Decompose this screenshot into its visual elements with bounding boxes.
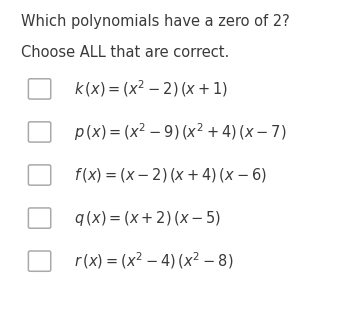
Text: $p\,(x) = (x^2 - 9)\,(x^2 + 4)\,(x - 7)$: $p\,(x) = (x^2 - 9)\,(x^2 + 4)\,(x - 7)$ — [74, 121, 287, 143]
Text: Which polynomials have a zero of 2?: Which polynomials have a zero of 2? — [21, 14, 289, 29]
FancyBboxPatch shape — [28, 122, 51, 142]
FancyBboxPatch shape — [28, 79, 51, 99]
Text: $q\,(x) = (x + 2)\,(x - 5)$: $q\,(x) = (x + 2)\,(x - 5)$ — [74, 209, 221, 227]
FancyBboxPatch shape — [28, 251, 51, 271]
FancyBboxPatch shape — [28, 165, 51, 185]
Text: Choose ALL that are correct.: Choose ALL that are correct. — [21, 45, 229, 60]
FancyBboxPatch shape — [28, 208, 51, 228]
Text: $f\,(x) = (x - 2)\,(x + 4)\,(x - 6)$: $f\,(x) = (x - 2)\,(x + 4)\,(x - 6)$ — [74, 166, 267, 184]
Text: $r\,(x) = (x^2 - 4)\,(x^2 - 8)$: $r\,(x) = (x^2 - 4)\,(x^2 - 8)$ — [74, 251, 234, 271]
Text: $k\,(x) = (x^2 - 2)\,(x + 1)$: $k\,(x) = (x^2 - 2)\,(x + 1)$ — [74, 79, 228, 99]
